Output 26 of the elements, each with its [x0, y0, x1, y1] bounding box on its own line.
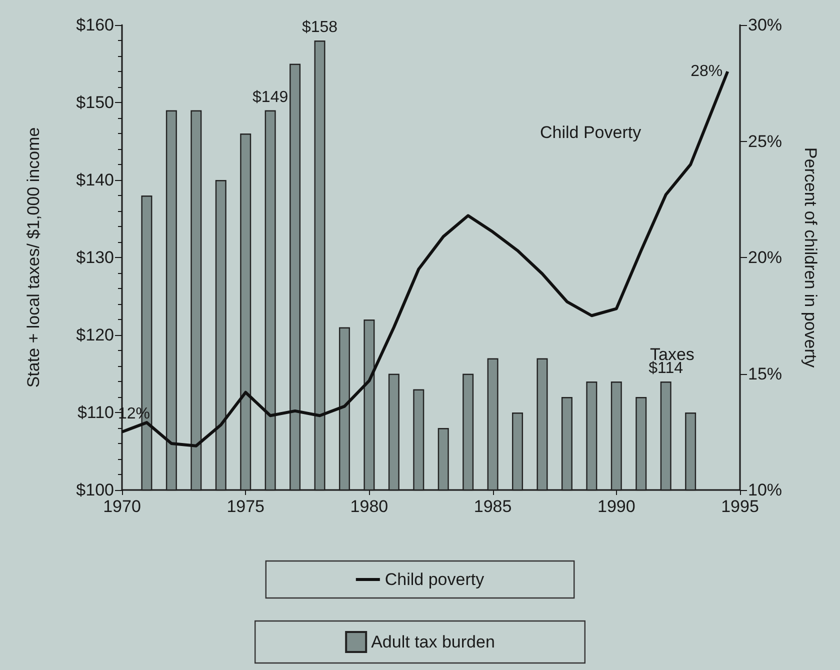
data-label: 28% [690, 63, 723, 80]
y2-tick-label: 20% [748, 248, 782, 267]
x-tick-label: 1975 [226, 497, 265, 516]
x-tick-label: 1990 [597, 497, 636, 516]
y2-tick-label: 25% [748, 132, 782, 151]
y-tick-label: $110 [77, 403, 114, 422]
y2-tick-label: 10% [748, 480, 782, 500]
data-label: $149 [252, 88, 288, 106]
y-axis-title: State + local taxes/ $1,000 income [24, 127, 43, 388]
x-tick-label: 1995 [721, 497, 759, 516]
y-tick-label: $140 [76, 170, 114, 190]
legend-label: Child poverty [384, 570, 485, 589]
x-tick-label: 1970 [103, 497, 141, 516]
y-tick-label: $160 [76, 16, 114, 34]
x-tick-label: 1985 [474, 497, 512, 516]
legend-label: Adult tax burden [371, 632, 495, 652]
y-tick-label: $100 [76, 480, 114, 500]
y2-axis-title: Percent of children in poverty [801, 147, 820, 368]
y2-tick-label: 30% [748, 16, 782, 34]
annotation: Child Poverty [540, 123, 642, 142]
y-tick-label: $150 [76, 93, 114, 112]
x-tick-label: 1980 [350, 497, 388, 516]
y-tick-label: $120 [76, 326, 114, 344]
y2-tick-label: 15% [748, 364, 782, 384]
data-label: $158 [302, 19, 338, 36]
y-tick-label: $130 [76, 248, 114, 267]
